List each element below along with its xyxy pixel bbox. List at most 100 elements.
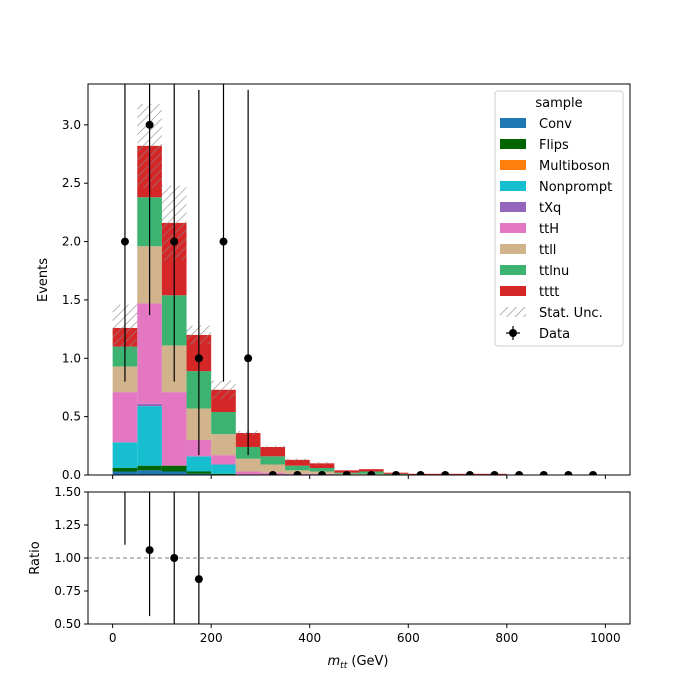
legend-title: sample <box>535 96 582 111</box>
data-point-12 <box>416 471 425 475</box>
legend-label-tttt: tttt <box>539 285 559 300</box>
data-point-0 <box>120 237 129 246</box>
bar-tth-bin-4 <box>211 455 236 465</box>
main-y-ticks: 0.0 0.5 1.0 1.5 2.0 2.5 3.0 <box>62 118 88 482</box>
bar-tttt-bin-10 <box>359 469 384 472</box>
main-y-tick-label-3: 1.5 <box>62 293 81 307</box>
ratio-points <box>124 492 203 624</box>
x-axis-label-unit: (GeV) <box>347 654 388 669</box>
data-point-13 <box>441 471 450 475</box>
bar-tth-bin-0 <box>112 392 138 443</box>
x-axis-label: mtt (GeV) <box>328 654 389 671</box>
ratio-x-ticks: 0 200 400 600 800 1000 <box>109 624 621 645</box>
bar-conv-bin-2 <box>161 471 187 475</box>
bar-txq-bin-1 <box>137 403 162 407</box>
legend-label-flips: Flips <box>539 138 569 153</box>
main-y-axis-label: Events <box>36 258 51 302</box>
legend-label-conv: Conv <box>539 117 572 132</box>
legend-swatch-stat-unc <box>500 307 526 317</box>
stat-unc-bin-7 <box>285 458 310 461</box>
legend-label-ttll: ttll <box>539 243 556 258</box>
main-y-tick-label-1: 0.5 <box>62 410 81 424</box>
stat-unc-bin-6 <box>260 445 286 449</box>
legend: sample Conv Flips Multiboson Nonprompt tXq tt… <box>494 90 624 347</box>
data-point-7 <box>293 471 302 475</box>
bar-tttt-bin-8 <box>309 463 335 468</box>
legend-label-nonprompt: Nonprompt <box>539 180 612 195</box>
bar-nonprompt-bin-0 <box>112 442 138 468</box>
data-point-10 <box>367 471 376 475</box>
ratio-point-1 <box>145 546 154 555</box>
data-point-3 <box>194 354 203 363</box>
data-point-6 <box>268 471 277 475</box>
bar-tth-bin-5 <box>235 471 261 475</box>
main-y-tick-label-4: 2.0 <box>62 235 81 249</box>
data-point-4 <box>219 237 228 246</box>
legend-label-tth: ttH <box>539 222 559 237</box>
bar-flips-bin-3 <box>186 471 212 474</box>
main-y-tick-label-6: 3.0 <box>62 118 81 132</box>
bar-flips-bin-4 <box>211 473 236 475</box>
legend-label-txq: tXq <box>539 201 561 216</box>
data-point-16 <box>515 471 524 475</box>
x-axis-label-symbol: m <box>328 654 341 669</box>
x-tick-label-5: 1000 <box>590 631 621 645</box>
bar-conv-bin-3 <box>186 473 212 475</box>
bar-nonprompt-bin-1 <box>137 406 162 466</box>
x-tick-label-1: 200 <box>200 631 223 645</box>
ratio-y-tick-label-1: 0.75 <box>54 584 81 598</box>
bar-conv-bin-0 <box>112 471 138 475</box>
bar-ttll-bin-5 <box>235 458 261 472</box>
bar-tttt-bin-7 <box>285 459 310 466</box>
x-tick-label-4: 800 <box>495 631 518 645</box>
x-tick-label-0: 0 <box>109 631 117 645</box>
bar-ttlnu-bin-8 <box>309 467 335 472</box>
ratio-y-axis-label: Ratio <box>28 541 43 574</box>
ratio-y-tick-label-4: 1.50 <box>54 485 81 499</box>
data-point-1 <box>145 120 154 129</box>
data-point-18 <box>564 471 573 475</box>
legend-box <box>494 90 624 347</box>
legend-swatch-conv <box>500 118 526 128</box>
ratio-y-tick-label-2: 1.00 <box>54 551 81 565</box>
bar-nonprompt-bin-3 <box>186 456 212 472</box>
data-point-15 <box>490 471 499 475</box>
data-point-11 <box>391 471 400 475</box>
bar-flips-bin-1 <box>137 465 162 471</box>
data-point-17 <box>539 471 548 475</box>
stat-unc-bin-4 <box>211 380 236 400</box>
bar-ttlnu-bin-6 <box>260 456 286 465</box>
ratio-y-ticks: 0.50 0.75 1.00 1.25 1.50 <box>54 485 88 631</box>
ratio-point-2 <box>170 554 179 562</box>
bar-tth-bin-1 <box>137 303 162 404</box>
x-tick-label-3: 600 <box>397 631 420 645</box>
bar-flips-bin-0 <box>112 467 138 472</box>
legend-label-ttlnu: ttlnu <box>539 264 569 279</box>
ratio-point-3 <box>194 575 203 584</box>
bar-flips-bin-2 <box>161 465 187 472</box>
data-point-14 <box>465 471 474 475</box>
ratio-panel: 0.50 0.75 1.00 1.25 1.50 0 200 400 600 800 1000 R… <box>28 485 631 671</box>
main-y-tick-label-2: 1.0 <box>62 351 81 365</box>
data-point-2 <box>170 237 179 246</box>
bar-tttt-bin-6 <box>260 446 286 457</box>
legend-items: Conv Flips Multiboson Nonprompt tXq ttH ttll tt… <box>500 117 612 342</box>
main-panel: 0.0 0.5 1.0 1.5 2.0 2.5 3.0 Events sample Conv… <box>36 83 631 482</box>
legend-label-data: Data <box>539 327 570 342</box>
bar-ttlnu-bin-7 <box>285 465 310 471</box>
legend-swatch-tth <box>500 223 526 233</box>
data-point-8 <box>318 471 327 475</box>
main-plot-frame <box>87 83 631 476</box>
legend-swatch-nonprompt <box>500 181 526 191</box>
legend-swatch-tttt <box>500 286 526 296</box>
legend-swatch-flips <box>500 139 526 149</box>
ratio-y-tick-label-0: 0.50 <box>54 617 81 631</box>
main-x-ticks <box>112 475 606 479</box>
legend-swatch-multiboson <box>500 160 526 170</box>
data-point-19 <box>589 471 598 475</box>
bar-ttlnu-bin-4 <box>211 411 236 435</box>
bar-ttll-bin-6 <box>260 464 286 473</box>
x-axis-label-subscript: tt <box>340 661 348 671</box>
bar-ttll-bin-4 <box>211 434 236 456</box>
bar-nonprompt-bin-4 <box>211 464 236 474</box>
